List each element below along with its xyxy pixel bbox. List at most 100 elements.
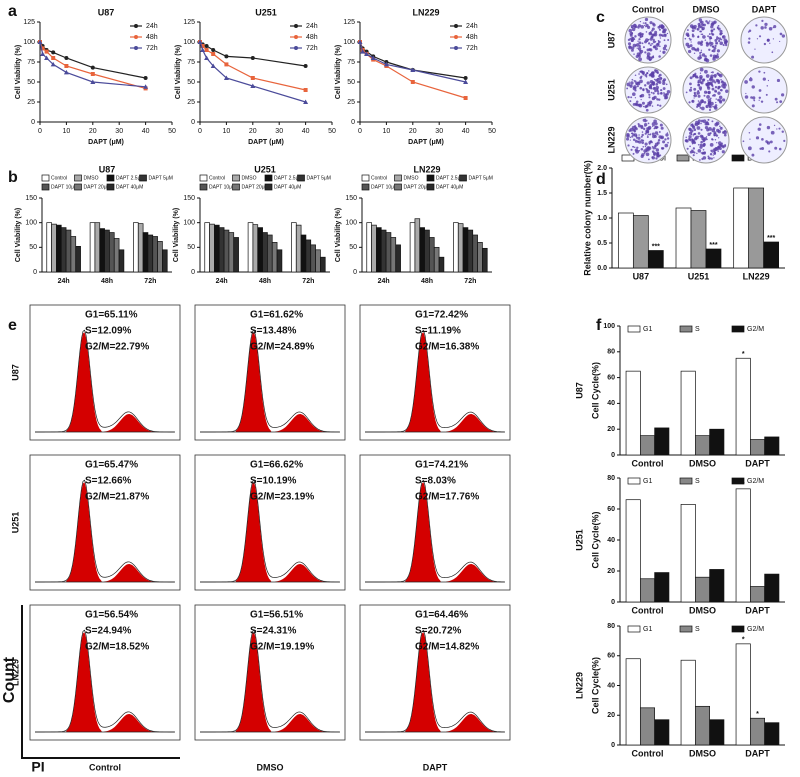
colony	[724, 39, 728, 43]
colony	[634, 35, 637, 38]
phase-stat: G1=74.21%	[415, 460, 468, 471]
colony	[696, 103, 700, 107]
colony	[696, 47, 700, 50]
phase-stat: G1=65.11%	[85, 310, 138, 321]
colony	[640, 124, 644, 128]
x-axis-label: DAPT (μM)	[408, 139, 444, 146]
phase-stat: G2/M=18.52%	[85, 642, 149, 653]
axis-bracket	[21, 605, 180, 759]
colony	[708, 105, 712, 109]
bar	[625, 370, 641, 456]
legend-label: 72h	[146, 45, 158, 52]
marker	[204, 44, 209, 48]
colony	[700, 33, 702, 35]
colony	[662, 147, 665, 150]
colony	[722, 86, 725, 89]
colony	[627, 95, 630, 99]
colony	[713, 20, 717, 24]
x-tick-label: 30	[275, 128, 283, 135]
marker	[90, 72, 95, 76]
colony	[685, 32, 690, 37]
colony	[758, 35, 762, 38]
colony	[663, 44, 667, 48]
colony	[655, 157, 658, 160]
colony	[664, 96, 667, 100]
colony	[657, 92, 660, 95]
colony	[700, 20, 704, 24]
y-tick-label: 0	[31, 119, 35, 126]
colony	[693, 87, 697, 91]
colony	[698, 135, 700, 138]
colony	[703, 100, 707, 104]
phase-stat: G2/M=21.87%	[85, 492, 149, 503]
legend-swatch	[731, 154, 745, 162]
colony	[639, 21, 642, 23]
colony	[710, 71, 713, 74]
legend-swatch	[297, 174, 305, 182]
x-tick-label: 30	[115, 128, 123, 135]
bar	[157, 241, 163, 273]
colony	[688, 127, 692, 132]
colony	[721, 98, 726, 102]
bar	[419, 227, 425, 273]
colony	[691, 29, 695, 33]
phase-stat: G2/M=17.76%	[415, 492, 479, 503]
colony	[707, 157, 710, 159]
y-axis-label: Cell Viability (%)	[335, 208, 342, 262]
colony	[714, 122, 719, 127]
row-label: U251	[606, 79, 616, 101]
colony	[663, 39, 666, 42]
colony	[646, 135, 649, 138]
y-tick-label: 80	[607, 349, 615, 356]
colony	[637, 24, 642, 28]
legend-label: DMSO	[242, 175, 257, 181]
bar	[118, 249, 125, 273]
colony	[649, 48, 653, 52]
y-tick-label: 0	[611, 742, 615, 749]
legend-label: Control	[371, 175, 387, 181]
colony	[647, 125, 652, 130]
colony	[660, 126, 664, 130]
colony	[699, 145, 703, 149]
phase-stat: G1=56.54%	[85, 610, 138, 621]
histogram-frame	[194, 304, 346, 441]
plate	[740, 66, 788, 114]
colony	[659, 45, 661, 48]
colony	[666, 132, 669, 134]
colony	[707, 35, 709, 38]
bar	[395, 244, 401, 273]
colony	[715, 36, 720, 40]
phase-stat: G1=65.47%	[85, 460, 138, 471]
colony	[643, 123, 648, 127]
legend-swatch	[232, 174, 240, 182]
y-axis-label: Cell Viability (%)	[15, 45, 22, 99]
chart-title: U251	[254, 164, 276, 174]
colony	[702, 156, 707, 160]
colony	[691, 46, 695, 51]
bar	[113, 238, 120, 273]
colony	[710, 101, 714, 106]
colony	[705, 136, 708, 138]
colony	[707, 132, 711, 137]
colony	[760, 100, 764, 103]
row-label: LN229	[574, 672, 584, 699]
colony	[645, 31, 648, 33]
x-tick-label: 10	[223, 128, 231, 135]
colony	[660, 89, 663, 92]
colony	[707, 123, 710, 126]
colony	[765, 93, 768, 96]
colony	[689, 76, 693, 80]
bar	[65, 229, 72, 273]
colony	[629, 139, 631, 141]
colony	[628, 45, 631, 49]
bar	[137, 223, 144, 273]
x-tick-label: U251	[688, 271, 710, 281]
g1-peak	[405, 482, 441, 582]
phase-stat: S=24.31%	[250, 626, 297, 637]
colony	[639, 79, 643, 84]
colony	[704, 69, 708, 74]
legend-swatch	[394, 174, 402, 182]
bar	[709, 428, 725, 456]
colony	[701, 33, 704, 36]
colony	[648, 103, 652, 107]
